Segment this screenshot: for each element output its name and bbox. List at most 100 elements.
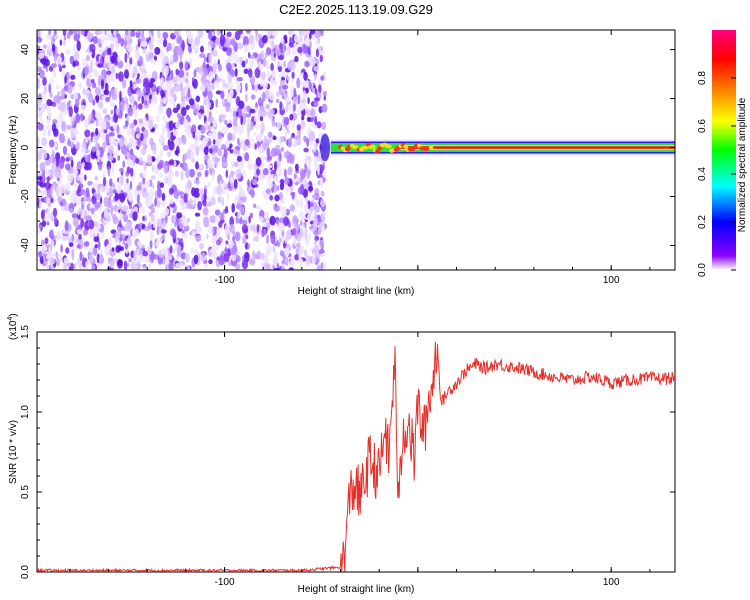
spectrogram-noise-blob [180,170,184,181]
spectrogram-noise-blob [289,204,296,212]
spectrogram-noise-blob [172,248,176,254]
spectrogram-noise-blob [113,204,118,212]
spectrogram-noise-blob [285,256,289,267]
spectrogram-noise-blob [195,235,202,242]
spectrogram-image [37,30,675,270]
spectrogram-noise-blob [116,259,123,269]
spectrogram-noise-blob [319,239,324,249]
spectrogram-noise-blob [80,147,86,154]
spectrogram-noise-blob [152,219,157,229]
spectrogram-noise-blob [308,32,312,40]
spectrogram-noise-blob [122,205,129,212]
spectrogram-noise-blob [296,134,302,145]
spectrogram-noise-blob [252,250,255,258]
spectrogram-noise-blob [241,224,248,234]
spectrogram-noise-blob [112,164,115,175]
spectrogram-noise-blob [129,136,135,144]
spectrogram-noise-blob [105,76,111,84]
spectrogram-noise-blob [279,179,285,184]
spectrogram-noise-blob [141,244,145,249]
spectrogram-noise-blob [212,172,215,182]
spectrogram-noise-blob [192,78,198,89]
spectrogram-noise-blob [234,30,241,41]
spectrogram-noise-blob [65,157,70,162]
spectrogram-noise-blob [288,267,295,270]
spectrogram-noise-blob [101,162,105,168]
spectrogram-noise-blob [70,74,76,80]
spectrogram-noise-blob [280,206,287,216]
spectrogram-noise-blob [55,251,59,260]
spectrogram-noise-blob [107,47,112,56]
spectrogram-noise-blob [86,54,90,62]
spectrogram-noise-blob [173,76,178,83]
spectrogram-noise-blob [37,190,41,196]
spectrogram-noise-blob [37,163,40,168]
spectrogram-noise-blob [94,244,98,249]
spectrogram-noise-blob [53,182,56,190]
spectrogram-noise-blob [108,132,115,137]
spectrogram-noise-blob [308,185,314,192]
spectrogram-noise-blob [262,168,269,176]
spectrogram-noise-blob [245,93,248,102]
spectrogram-noise-blob [231,254,237,262]
spectrogram-noise-blob [143,77,150,85]
spectrogram-noise-blob [300,220,303,227]
spectrogram-noise-blob [314,143,319,149]
spectrogram-noise-blob [276,91,280,97]
spectrogram-noise-blob [76,238,79,245]
spectrogram-noise-blob [78,82,83,90]
spectrogram-noise-blob [229,223,235,233]
spectrogram-noise-blob [215,90,222,95]
spectrogram-noise-blob [61,235,68,242]
spectrogram-noise-blob [101,121,107,130]
spectrogram-noise-blob [37,176,43,181]
spectrogram-noise-blob [203,55,206,63]
spectrogram-noise-blob [161,115,166,121]
spectrogram-noise-blob [174,83,181,92]
spectrogram-noise-blob [189,197,193,207]
spectrogram-noise-blob [133,206,139,213]
spectrogram-noise-blob [129,180,133,190]
spectrogram-noise-blob [53,34,59,40]
spectrogram-noise-blob [106,70,112,75]
spectrogram-noise-blob [63,36,67,41]
spectrogram-noise-blob [88,219,95,230]
spectrogram-noise-blob [83,66,90,76]
spectrogram-noise-blob [49,92,53,98]
spectrogram-noise-blob [89,253,93,264]
spectrogram-noise-blob [168,187,174,195]
spectrogram-noise-blob [303,71,308,81]
spectrogram-noise-blob [277,55,284,60]
spectrogram-noise-blob [239,188,245,198]
spectrogram-noise-blob [193,107,199,115]
spectrogram-noise-blob [320,177,324,189]
spectrogram-noise-blob [75,260,80,267]
spectrogram-noise-blob [191,187,196,197]
spectrogram-noise-blob [286,76,291,81]
spectrogram-noise-blob [91,264,96,270]
spectrogram-noise-blob [246,123,252,133]
spectrogram-noise-blob [217,131,222,140]
spectrogram-noise-blob [56,230,61,241]
spectrogram-noise-blob [67,172,74,184]
spectrogram-noise-blob [37,66,42,73]
spectrogram-noise-blob [300,169,306,179]
spectrogram-noise-blob [298,30,303,37]
spectrogram-noise-blob [243,106,247,113]
spectrogram-noise-blob [256,250,261,260]
spectrogram-noise-blob [75,113,81,124]
spectrogram-noise-blob [142,47,147,54]
y-tick-label: 40 [20,44,31,56]
spectrogram-noise-blob [255,205,262,211]
spectrogram-noise-blob [91,196,97,205]
spectrogram-noise-blob [48,168,52,175]
spectrogram-noise-blob [292,95,299,106]
spectrogram-noise-blob [152,165,159,174]
spectrogram-noise-blob [73,33,80,42]
spectrogram-noise-blob [163,208,170,216]
spectrogram-noise-blob [229,55,232,61]
spectrogram-noise-blob [294,55,299,63]
spectrogram-noise-blob [253,116,260,123]
spectrogram-noise-blob [103,196,109,208]
spectrogram-noise-blob [62,145,67,155]
